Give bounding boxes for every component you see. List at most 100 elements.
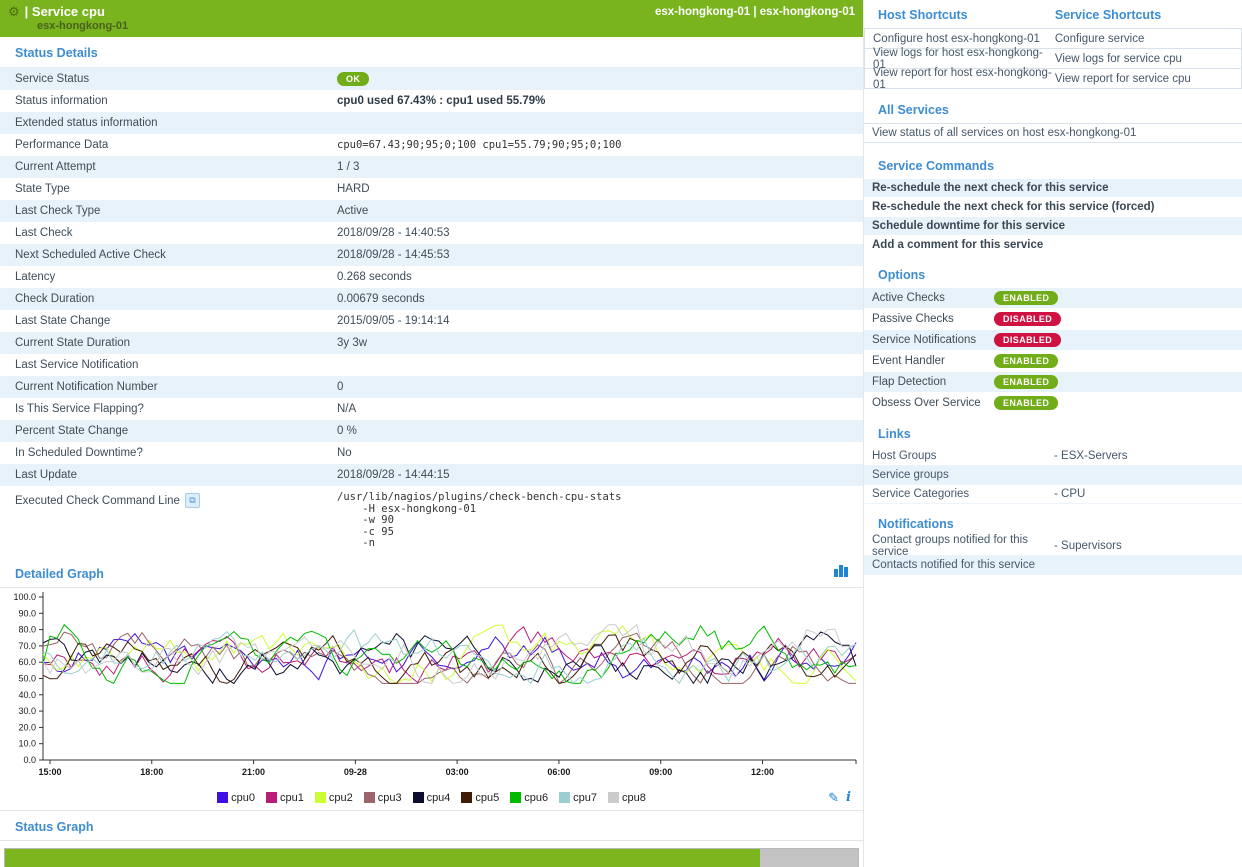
svg-text:18:00: 18:00 (140, 767, 163, 777)
option-row-passive-checks: Passive Checks DISABLED (864, 309, 1242, 330)
status-label-last-state-change: Last State Change (0, 315, 337, 327)
status-row-executed-check-command-line: Executed Check Command Line ⧉ /usr/lib/nag… (0, 486, 863, 558)
link-row-host-groups: Host Groups - ESX-Servers (864, 447, 1242, 466)
status-nodata-segment (759, 848, 858, 867)
svg-text:50.0: 50.0 (18, 673, 36, 683)
chart-icon[interactable] (833, 563, 849, 582)
status-information-text: cpu0 used 67.43% : cpu1 used 55.79% (337, 95, 546, 107)
host-shortcut-configure-host-esx-hongkong-01[interactable]: Configure host esx-hongkong-01 (873, 32, 1040, 45)
status-label-text: Service Status (15, 73, 90, 85)
legend-label-cpu0: cpu0 (231, 791, 255, 804)
gear-icon[interactable]: ⚙ (8, 4, 20, 19)
shortcut-row-1: View logs for host esx-hongkong-01 View l… (865, 46, 1241, 71)
status-row-state-type: State Type HARD (0, 178, 863, 200)
status-row-last-check-type: Last Check Type Active (0, 200, 863, 222)
status-label-text: Last State Change (15, 315, 111, 327)
status-label-current-attempt: Current Attempt (0, 161, 337, 173)
option-state-badge-event-handler[interactable]: ENABLED (994, 354, 1059, 368)
detailed-graph-heading: Detailed Graph (15, 566, 104, 581)
option-state-badge-passive-checks[interactable]: DISABLED (994, 312, 1062, 326)
status-value-latency: 0.268 seconds (337, 271, 412, 283)
option-label: Obsess Over Service (872, 397, 981, 409)
legend-swatch-cpu0 (217, 792, 229, 803)
service-shortcuts-heading: Service Shortcuts (1054, 8, 1162, 22)
status-label-extended-status-information: Extended status information (0, 117, 337, 129)
info-icon[interactable]: i (846, 790, 851, 805)
notification-value-contact-groups-notified-for-this-service[interactable]: - Supervisors (1054, 540, 1122, 552)
service-command-schedule-downtime-for-this-service[interactable]: Schedule downtime for this service (864, 217, 1242, 236)
option-label: Active Checks (872, 292, 945, 304)
svg-text:15:00: 15:00 (38, 767, 61, 777)
status-label-performance-data: Performance Data (0, 139, 337, 151)
service-shortcut-configure-service[interactable]: Configure service (1054, 32, 1145, 45)
link-label: Service Categories (872, 488, 970, 500)
status-timeline-bar[interactable] (4, 847, 859, 867)
status-row-current-notification-number: Current Notification Number 0 (0, 376, 863, 398)
all-services-heading: All Services (878, 103, 949, 117)
service-command-add-a-comment-for-this-service[interactable]: Add a comment for this service (864, 236, 1242, 255)
svg-text:70.0: 70.0 (18, 640, 36, 650)
option-state-badge-obsess-over-service[interactable]: ENABLED (994, 396, 1059, 410)
cpu-line-chart: 100.0 90.0 80.0 70.0 60.0 50.0 40.0 30.0 20.0 10.… (13, 591, 857, 777)
status-row-next-scheduled-active-check: Next Scheduled Active Check 2018/09/28 - … (0, 244, 863, 266)
service-command-re-schedule-the-next-check-for-this-service[interactable]: Re-schedule the next check for this serv… (864, 179, 1242, 198)
status-label-last-check-type: Last Check Type (0, 205, 337, 217)
option-state-badge-service-notifications[interactable]: DISABLED (994, 333, 1062, 347)
status-label-current-notification-number: Current Notification Number (0, 381, 337, 393)
legend-label-cpu1: cpu1 (279, 791, 304, 804)
copy-icon[interactable]: ⧉ (184, 493, 200, 508)
host-shortcuts-heading: Host Shortcuts (878, 8, 968, 22)
service-shortcut-view-report-for-service-cpu[interactable]: View report for service cpu (1054, 72, 1191, 85)
legend-label-cpu7: cpu7 (573, 791, 597, 804)
status-label-percent-state-change: Percent State Change (0, 425, 337, 437)
notifications-list: Contact groups notified for this service… (864, 534, 1242, 575)
status-label-text: Check Duration (15, 293, 95, 305)
header-host-name[interactable]: esx-hongkong-01 (37, 20, 129, 32)
legend-swatch-cpu7 (559, 792, 571, 803)
link-value-host-groups[interactable]: - ESX-Servers (1054, 450, 1128, 462)
chart-legend: cpu0 cpu1 cpu2 cpu3 cpu4 cpu5 cpu6 cpu7 cpu8 ✎ i (0, 789, 863, 810)
notification-label: Contacts notified for this service (872, 559, 1035, 571)
status-row-status-information: Status information cpu0 used 67.43% : cpu… (0, 90, 863, 112)
service-command-re-schedule-the-next-check-for-this-service-forced[interactable]: Re-schedule the next check for this serv… (864, 198, 1242, 217)
header-host-breadcrumb[interactable]: esx-hongkong-01 | esx-hongkong-01 (654, 5, 855, 18)
host-shortcut-view-report-for-host-esx-hongkong-01[interactable]: View report for host esx-hongkong-01 (873, 66, 1052, 91)
edit-graph-icon[interactable]: ✎ (828, 789, 840, 805)
page-title: | Service cpu (24, 4, 105, 19)
status-label-last-update: Last Update (0, 469, 337, 481)
legend-item-cpu5: cpu5 (461, 792, 499, 804)
status-row-percent-state-change: Percent State Change 0 % (0, 420, 863, 442)
series-line-cpu1 (42, 625, 857, 683)
option-state-badge-active-checks[interactable]: ENABLED (994, 291, 1059, 305)
legend-item-cpu0: cpu0 (217, 792, 255, 804)
svg-text:09:00: 09:00 (649, 767, 672, 777)
series-line-cpu5 (42, 633, 857, 684)
view-all-services-link[interactable]: View status of all services on host esx-… (864, 123, 1242, 143)
legend-item-cpu7: cpu7 (559, 792, 597, 804)
status-row-in-scheduled-downtime: In Scheduled Downtime? No (0, 442, 863, 464)
link-value-service-categories[interactable]: - CPU (1054, 488, 1086, 500)
status-label-text: Is This Service Flapping? (15, 403, 144, 415)
status-label-text: Performance Data (15, 139, 109, 151)
host-shortcut-view-logs-for-host-esx-hongkong-01[interactable]: View logs for host esx-hongkong-01 (873, 46, 1043, 71)
status-value-check-duration: 0.00679 seconds (337, 293, 425, 305)
option-row-obsess-over-service: Obsess Over Service ENABLED (864, 393, 1242, 414)
status-label-text: Last Service Notification (15, 359, 139, 371)
links-list: Host Groups - ESX-Servers Service groups Se… (864, 447, 1242, 504)
status-row-current-attempt: Current Attempt 1 / 3 (0, 156, 863, 178)
option-state-badge-flap-detection[interactable]: ENABLED (994, 375, 1059, 389)
option-label: Event Handler (872, 355, 945, 367)
status-row-check-duration: Check Duration 0.00679 seconds (0, 288, 863, 310)
status-label-text: Next Scheduled Active Check (15, 249, 166, 261)
notification-label: Contact groups notified for this service (872, 534, 1028, 558)
legend-label-cpu8: cpu8 (622, 791, 646, 804)
status-row-latency: Latency 0.268 seconds (0, 266, 863, 288)
legend-swatch-cpu8 (608, 792, 619, 803)
svg-text:09-28: 09-28 (344, 767, 367, 777)
status-graph-heading: Status Graph (15, 819, 94, 834)
status-value-last-update: 2018/09/28 - 14:44:15 (337, 469, 450, 481)
service-shortcut-view-logs-for-service-cpu[interactable]: View logs for service cpu (1054, 52, 1182, 65)
status-label-text: State Type (15, 183, 70, 195)
option-row-flap-detection: Flap Detection ENABLED (864, 372, 1242, 393)
